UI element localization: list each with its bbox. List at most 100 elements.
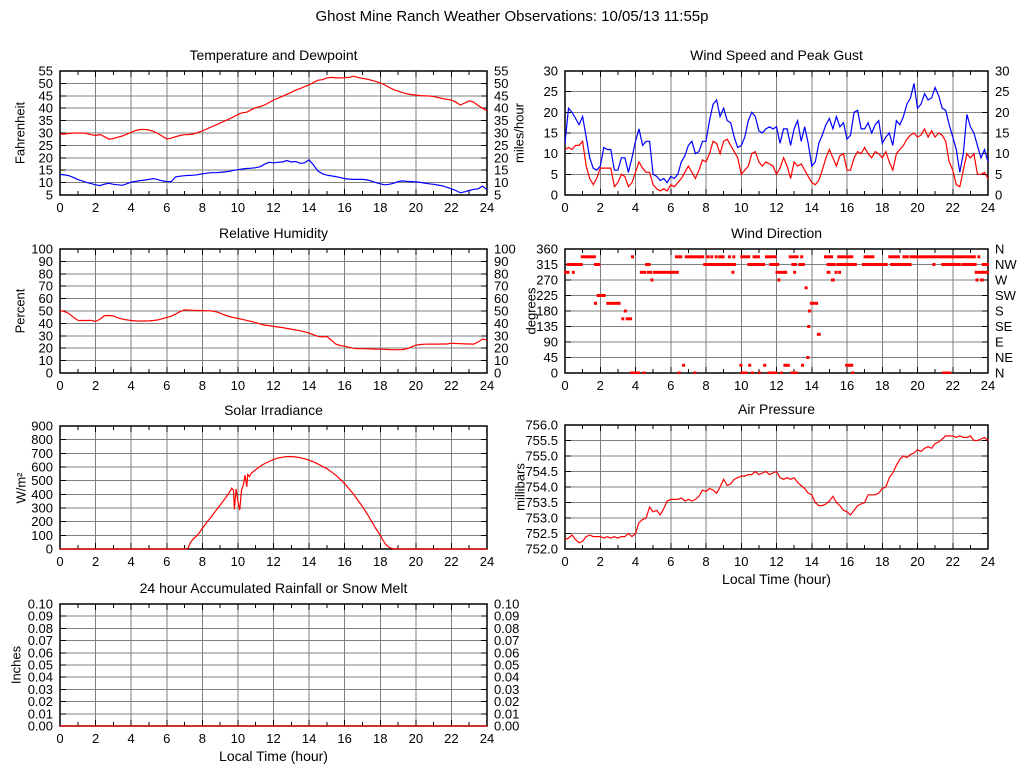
svg-text:22: 22	[444, 554, 458, 569]
svg-text:20: 20	[910, 554, 924, 569]
svg-text:300: 300	[31, 501, 53, 516]
grid-lines	[59, 248, 488, 374]
chart-title: Relative Humidity	[219, 225, 328, 241]
svg-text:754.5: 754.5	[525, 464, 558, 479]
svg-text:0.04: 0.04	[28, 670, 53, 685]
svg-text:25: 25	[995, 84, 1009, 99]
svg-text:18: 18	[373, 378, 387, 393]
svg-text:0: 0	[561, 378, 568, 393]
svg-text:270: 270	[536, 273, 558, 288]
svg-text:15: 15	[494, 163, 508, 178]
svg-text:80: 80	[494, 266, 508, 281]
svg-text:10: 10	[231, 378, 245, 393]
svg-text:0.10: 0.10	[494, 597, 519, 612]
svg-text:6: 6	[163, 731, 170, 746]
svg-text:10: 10	[734, 554, 748, 569]
svg-text:12: 12	[769, 378, 783, 393]
svg-text:18: 18	[373, 200, 387, 215]
svg-text:2: 2	[597, 378, 604, 393]
svg-text:40: 40	[494, 101, 508, 116]
svg-text:22: 22	[444, 200, 458, 215]
svg-text:30: 30	[39, 126, 53, 141]
svg-text:24: 24	[981, 378, 995, 393]
svg-text:0.00: 0.00	[28, 719, 53, 734]
svg-text:45: 45	[544, 350, 558, 365]
chart-title: 24 hour Accumulated Rainfall or Snow Mel…	[139, 580, 408, 596]
svg-text:0.10: 0.10	[28, 597, 53, 612]
svg-text:18: 18	[373, 554, 387, 569]
svg-text:8: 8	[199, 554, 206, 569]
svg-text:10: 10	[39, 175, 53, 190]
rainfall-chart: 24 hour Accumulated Rainfall or Snow Mel…	[0, 573, 560, 768]
svg-text:2: 2	[92, 378, 99, 393]
svg-text:30: 30	[494, 328, 508, 343]
svg-text:20: 20	[494, 341, 508, 356]
svg-text:4: 4	[632, 554, 639, 569]
svg-text:4: 4	[128, 731, 135, 746]
svg-text:0: 0	[551, 188, 558, 203]
svg-text:0.03: 0.03	[28, 682, 53, 697]
svg-text:80: 80	[39, 266, 53, 281]
svg-text:45: 45	[494, 88, 508, 103]
svg-text:100: 100	[494, 242, 516, 257]
svg-text:0.05: 0.05	[494, 658, 519, 673]
svg-text:16: 16	[840, 200, 854, 215]
svg-text:0: 0	[551, 366, 558, 381]
svg-text:2: 2	[597, 554, 604, 569]
dewpoint-series	[59, 159, 488, 194]
svg-text:360: 360	[536, 242, 558, 257]
svg-text:14: 14	[302, 378, 316, 393]
svg-text:0.06: 0.06	[494, 645, 519, 660]
x-axis-label: Local Time (hour)	[219, 748, 328, 764]
solar-irradiance-chart: Solar Irradiance W/m² 0 2 4 6 8 10 12 14 16 18 20 2…	[0, 395, 560, 577]
svg-text:8: 8	[199, 378, 206, 393]
svg-text:20: 20	[409, 200, 423, 215]
axis-ticks	[59, 248, 488, 374]
svg-text:800: 800	[31, 432, 53, 447]
svg-text:2: 2	[597, 200, 604, 215]
svg-text:24: 24	[981, 200, 995, 215]
svg-text:16: 16	[840, 554, 854, 569]
wind-direction-points	[564, 255, 989, 374]
svg-text:90: 90	[494, 254, 508, 269]
svg-text:10: 10	[39, 353, 53, 368]
svg-text:20: 20	[910, 200, 924, 215]
svg-text:600: 600	[31, 460, 53, 475]
svg-text:0.08: 0.08	[494, 621, 519, 636]
svg-text:20: 20	[409, 378, 423, 393]
svg-text:0: 0	[46, 366, 53, 381]
svg-text:0: 0	[56, 731, 63, 746]
svg-text:10: 10	[494, 175, 508, 190]
svg-text:90: 90	[544, 335, 558, 350]
relative-humidity-chart: Relative Humidity Percent 0 2 4 6 8 10 12 14 16 1…	[0, 218, 560, 398]
plot-area: 0 2 4 6 8 10 12 14 16 18 20 22 240100200300400500600…	[31, 419, 494, 570]
chart-title: Wind Direction	[730, 225, 823, 241]
grid-lines	[59, 425, 488, 550]
svg-text:2: 2	[92, 200, 99, 215]
svg-text:90: 90	[39, 254, 53, 269]
svg-text:100: 100	[31, 528, 53, 543]
svg-text:24: 24	[981, 554, 995, 569]
svg-text:0.06: 0.06	[28, 645, 53, 660]
svg-text:NW: NW	[995, 257, 1017, 272]
svg-text:60: 60	[494, 291, 508, 306]
svg-text:225: 225	[536, 288, 558, 303]
svg-text:0.04: 0.04	[494, 670, 519, 685]
svg-text:0.02: 0.02	[494, 694, 519, 709]
svg-text:50: 50	[494, 304, 508, 319]
relative-humidity-series	[59, 309, 488, 351]
svg-text:20: 20	[995, 105, 1009, 120]
svg-text:315: 315	[536, 257, 558, 272]
svg-text:55: 55	[494, 64, 508, 79]
svg-text:0.09: 0.09	[494, 609, 519, 624]
svg-text:0.00: 0.00	[494, 719, 519, 734]
svg-text:10: 10	[995, 146, 1009, 161]
svg-text:8: 8	[199, 731, 206, 746]
svg-text:25: 25	[39, 138, 53, 153]
svg-text:755.0: 755.0	[525, 449, 558, 464]
svg-text:0: 0	[56, 200, 63, 215]
